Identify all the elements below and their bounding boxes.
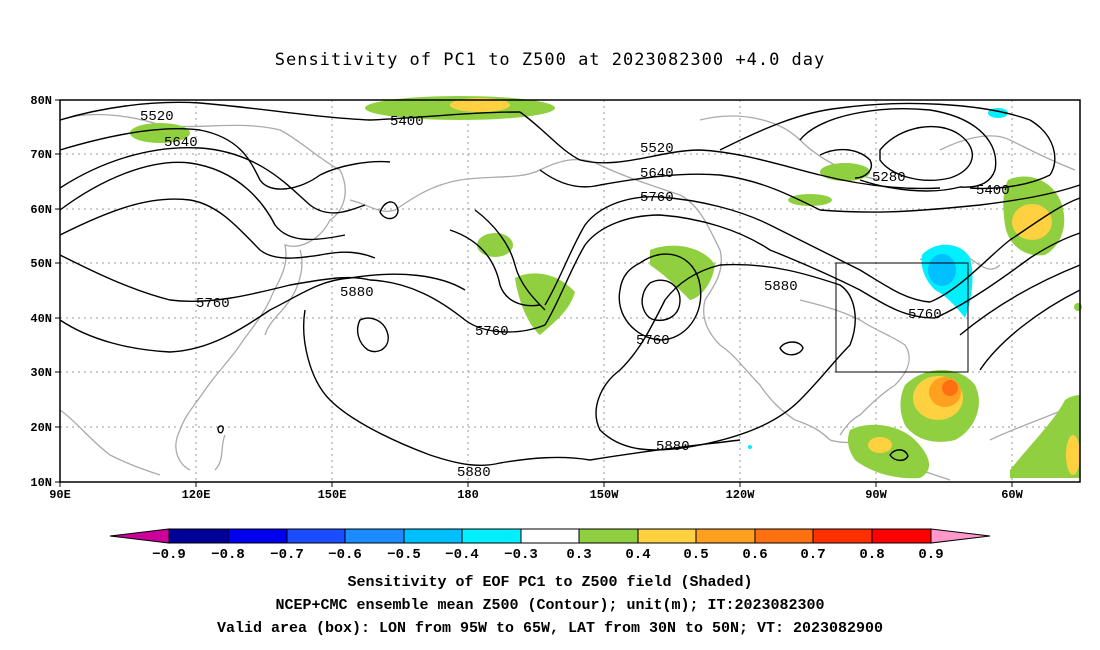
lon-tick-label: 150E [318, 488, 347, 502]
contour-label: 5880 [764, 279, 798, 295]
colorbar-label: 0.6 [742, 547, 767, 563]
colorbar-cell [461, 528, 522, 544]
lon-tick-label: 120E [182, 488, 211, 502]
valid-area-box [835, 262, 969, 373]
contour-label: 5760 [640, 190, 674, 206]
colorbar-label: 0.3 [566, 547, 591, 563]
contour-label: 5520 [140, 109, 174, 125]
lat-tick-label: 60N [30, 203, 52, 217]
colorbar-cell [871, 528, 932, 544]
tick-marks [55, 99, 1013, 487]
contour-label: 5880 [457, 465, 491, 481]
colorbar-cell [344, 528, 405, 544]
colorbar-cell [227, 528, 288, 544]
lat-tick-label: 20N [30, 421, 52, 435]
colorbar-cell [637, 528, 697, 544]
caption-contour: NCEP+CMC ensemble mean Z500 (Contour); u… [275, 597, 825, 614]
lat-tick-label: 30N [30, 366, 52, 380]
lat-tick-label: 80N [30, 94, 52, 108]
colorbar-cell [286, 528, 346, 544]
lon-tick-label: 60W [1001, 488, 1023, 502]
gridlines [60, 100, 1080, 482]
shaded-areas [130, 96, 1082, 479]
colorbar-label: −0.6 [328, 547, 362, 563]
colorbar-label: −0.4 [445, 547, 479, 563]
colorbar-cell [168, 528, 229, 544]
lon-axis: 90E 120E 150E 180 150W 120W 90W 60W [49, 488, 1023, 502]
colorbar-label: −0.8 [211, 547, 245, 563]
contour-label: 5760 [636, 333, 670, 349]
colorbar-label: −0.5 [387, 547, 421, 563]
lat-axis: 80N 70N 60N 50N 40N 30N 20N 10N [30, 94, 52, 490]
colorbar-cell [812, 528, 873, 544]
colorbar-label: 0.7 [800, 547, 825, 563]
colorbar-cell [754, 528, 814, 544]
lat-tick-label: 10N [30, 476, 52, 490]
colorbar-labels: −0.9 −0.8 −0.7 −0.6 −0.5 −0.4 −0.3 0.3 0… [152, 547, 943, 563]
colorbar-label: 0.4 [625, 547, 650, 563]
contour-label: 5880 [656, 439, 690, 455]
lat-tick-label: 70N [30, 148, 52, 162]
contour-label: 5400 [390, 114, 424, 130]
contour-label: 5760 [475, 324, 509, 340]
lon-tick-label: 180 [457, 488, 479, 502]
colorbar-label: −0.3 [504, 547, 538, 563]
caption-shaded: Sensitivity of EOF PC1 to Z500 field (Sh… [347, 574, 753, 591]
lon-tick-label: 90W [865, 488, 887, 502]
contour-label: 5520 [640, 141, 674, 157]
contour-label: 5640 [640, 166, 674, 182]
colorbar-label: −0.7 [270, 547, 304, 563]
colorbar-label: 0.8 [859, 547, 884, 563]
contour-label: 5400 [976, 183, 1010, 199]
lon-tick-label: 150W [590, 488, 620, 502]
colorbar-cell [695, 528, 756, 544]
chart-title: Sensitivity of PC1 to Z500 at 2023082300… [274, 50, 826, 70]
colorbar-label: −0.9 [152, 547, 186, 563]
z500-contours [59, 101, 1081, 467]
lat-tick-label: 50N [30, 257, 52, 271]
colorbar-label: 0.5 [683, 547, 708, 563]
colorbar-cell [520, 528, 580, 544]
contour-label: 5640 [164, 135, 198, 151]
contour-label: 5880 [340, 285, 374, 301]
plot-frame [59, 99, 1081, 483]
colorbar-cell [930, 528, 991, 544]
lat-tick-label: 40N [30, 312, 52, 326]
caption-valid-area: Valid area (box): LON from 95W to 65W, L… [216, 620, 884, 637]
contour-label: 5280 [872, 170, 906, 186]
colorbar-cell [578, 528, 639, 544]
colorbar-cell [403, 528, 463, 544]
contour-label: 5760 [196, 296, 230, 312]
lon-tick-label: 120W [726, 488, 756, 502]
lon-tick-label: 90E [49, 488, 71, 502]
contour-labels: 5520 5640 5400 5520 5640 5760 5280 5400 … [140, 109, 1010, 481]
colorbar-label: 0.9 [918, 547, 943, 563]
colorbar-cell [109, 528, 170, 544]
contour-label: 5760 [908, 307, 942, 323]
colorbar [109, 528, 991, 544]
